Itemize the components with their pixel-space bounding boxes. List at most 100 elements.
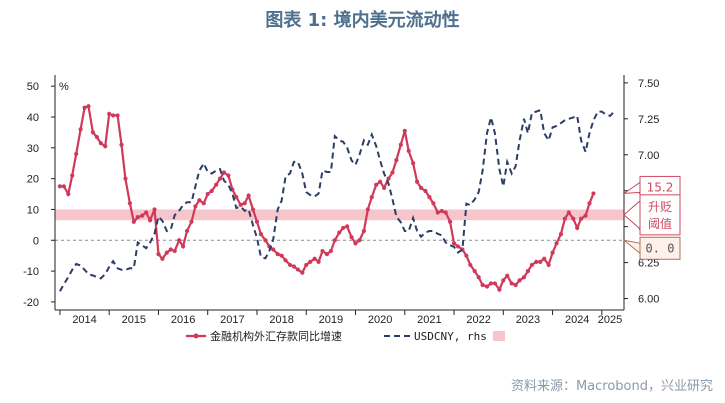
x-tick-label: 2025	[598, 314, 622, 326]
deposit-growth-point	[517, 278, 522, 283]
callout-label: 15.2	[647, 180, 674, 194]
callout-pointer	[622, 181, 641, 195]
legend-marker-deposit	[193, 333, 199, 339]
deposit-growth-point	[283, 258, 288, 263]
right-tick-label: 7.25	[638, 114, 659, 126]
deposit-growth-point	[90, 130, 96, 135]
deposit-growth-point	[324, 252, 330, 257]
x-tick-label: 2020	[368, 314, 392, 326]
deposit-growth-point	[201, 201, 206, 206]
deposit-growth-point	[587, 201, 592, 206]
deposit-growth-point	[86, 104, 91, 109]
deposit-growth-point	[271, 247, 276, 252]
deposit-growth-point	[57, 184, 63, 189]
deposit-growth-point	[160, 256, 165, 261]
deposit-growth-point	[476, 275, 481, 280]
deposit-growth-point	[509, 281, 514, 286]
legend-label-deposit: 金融机构外汇存款同比增速	[210, 329, 342, 343]
left-tick-label: 0	[33, 235, 39, 247]
deposit-growth-point	[131, 219, 136, 224]
chart-title: 图表 1: 境内美元流动性	[265, 10, 460, 31]
callout-box	[639, 194, 681, 236]
deposit-growth-point	[562, 216, 567, 221]
deposit-growth-point	[353, 241, 358, 246]
deposit-growth-point	[180, 244, 186, 249]
deposit-growth-point	[431, 201, 436, 206]
x-tick-label: 2022	[466, 314, 490, 326]
deposit-growth-point	[164, 250, 169, 255]
left-tick-label: 30	[27, 143, 39, 155]
deposit-growth-point	[464, 253, 469, 258]
deposit-growth-point	[300, 270, 305, 275]
deposit-growth-point	[287, 262, 293, 268]
deposit-growth-point	[591, 191, 596, 196]
deposit-growth-point	[451, 241, 457, 246]
deposit-growth-point	[381, 185, 387, 190]
deposit-growth-point	[378, 179, 383, 184]
callout-label: 升贬	[648, 200, 672, 214]
callout-label-line2: 阈值	[648, 216, 672, 231]
deposit-growth-point	[221, 170, 227, 175]
deposit-growth-point	[488, 281, 494, 286]
deposit-growth-point	[152, 207, 157, 212]
deposit-growth-point	[246, 193, 251, 198]
deposit-growth-point	[480, 282, 485, 288]
deposit-growth-point	[127, 201, 132, 206]
deposit-growth-point	[349, 235, 354, 240]
deposit-growth-point	[337, 230, 342, 235]
deposit-growth-point	[386, 176, 391, 181]
deposit-growth-point	[414, 179, 420, 184]
deposit-growth-point	[411, 161, 416, 166]
deposit-growth-point	[135, 215, 140, 220]
deposit-growth-point	[70, 173, 75, 178]
deposit-growth-point	[168, 247, 173, 252]
deposit-growth-point	[205, 191, 210, 197]
left-tick-label: 40	[27, 112, 39, 124]
deposit-growth-point	[304, 262, 309, 268]
deposit-growth-point	[369, 195, 374, 200]
deposit-growth-point	[184, 228, 190, 234]
deposit-growth-point	[111, 113, 116, 118]
deposit-growth-point	[140, 213, 145, 218]
deposit-growth-point	[455, 244, 461, 249]
deposit-growth-point	[320, 248, 325, 254]
deposit-growth-point	[558, 232, 564, 237]
deposit-growth-point	[501, 278, 506, 283]
deposit-growth-point	[406, 148, 411, 153]
deposit-growth-point	[505, 273, 510, 278]
deposit-growth-point	[258, 232, 264, 237]
deposit-growth-point	[435, 210, 440, 215]
deposit-growth-point	[98, 141, 103, 146]
deposit-growth-point	[94, 134, 99, 140]
x-tick-label: 2024	[565, 314, 589, 326]
deposit-growth-point	[74, 151, 79, 157]
deposit-growth-point	[279, 253, 284, 258]
deposit-growth-point	[316, 259, 321, 264]
deposit-growth-point	[172, 248, 177, 254]
right-tick-label: 6.25	[638, 258, 659, 270]
deposit-growth-point	[78, 127, 83, 132]
deposit-growth-point	[365, 207, 370, 212]
deposit-growth-point	[193, 204, 198, 209]
left-axis-unit: %	[59, 81, 69, 93]
series-line-usdcny	[59, 108, 615, 292]
deposit-growth-point	[492, 281, 498, 286]
left-tick-label: 50	[27, 81, 39, 93]
deposit-growth-point	[103, 144, 108, 149]
deposit-growth-point	[147, 218, 153, 223]
source-note: 资料来源：Macrobond，兴业研究	[510, 379, 713, 394]
deposit-growth-point	[107, 111, 112, 117]
right-tick-label: 7.50	[638, 78, 659, 90]
x-tick-label: 2018	[269, 314, 293, 326]
deposit-growth-point	[579, 216, 584, 221]
legend-label-usdcny: USDCNY, rhs	[414, 330, 487, 343]
deposit-growth-point	[254, 219, 260, 224]
deposit-growth-point	[554, 241, 559, 246]
x-tick-label: 2023	[516, 314, 540, 326]
deposit-growth-point	[472, 268, 477, 274]
deposit-growth-point	[390, 170, 395, 175]
deposit-growth-point	[439, 208, 444, 214]
right-tick-label: 7.00	[638, 150, 659, 162]
left-tick-label: -10	[23, 266, 39, 278]
